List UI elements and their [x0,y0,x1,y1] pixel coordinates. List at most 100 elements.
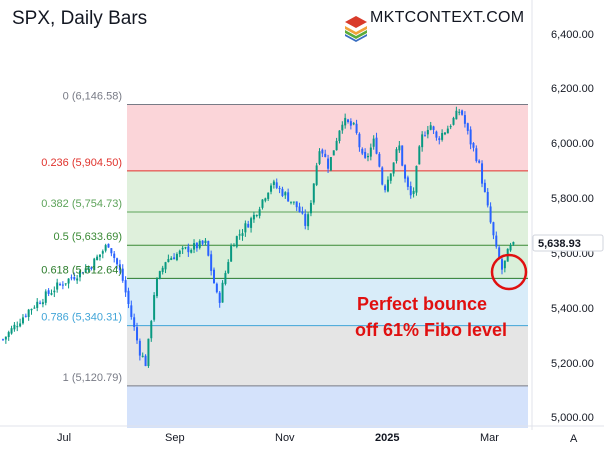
candle [64,283,67,286]
candle-body [210,254,213,271]
candle [252,211,255,223]
candle-body [24,315,27,317]
candle [21,314,24,325]
candle-body [76,278,79,281]
candle-body [190,249,193,253]
candle [107,243,110,248]
candle-body [435,131,438,138]
candle-body [344,117,347,126]
candle [264,197,267,203]
candle [39,300,42,305]
candle [221,280,224,303]
candle-body [144,355,147,367]
candle [193,239,196,254]
candle [375,132,378,155]
candle-body [369,147,372,157]
candle [47,288,50,297]
corner-button[interactable]: A [565,430,583,446]
candle-body [332,150,335,156]
candle [24,313,27,318]
candle-body [170,258,173,260]
candle-body [116,258,119,265]
candle [141,352,144,358]
candle [59,282,62,286]
candle-body [301,211,304,214]
candle-body [372,138,375,147]
candle-body [127,290,130,304]
candle [218,290,221,308]
candle-body [27,309,30,318]
fib-zone [127,385,528,428]
candle-body [252,214,255,220]
candle-body [215,283,218,293]
candle-body [292,201,295,203]
candle [401,145,404,167]
candle [204,238,207,246]
fib-zones [127,104,528,428]
candle [321,148,324,158]
candle-body [258,209,261,216]
candle [70,274,73,281]
candle [483,179,486,193]
candle [486,188,489,208]
candle [215,282,218,294]
candle-body [395,149,398,162]
candle [250,216,253,233]
candle [238,229,241,240]
candle-body [389,173,392,181]
candle-body [449,126,452,128]
candle-body [489,206,492,223]
candle-body [61,284,64,286]
candle-body [164,262,167,270]
candle-body [418,146,421,165]
candle-body [173,257,176,260]
auto-scale-label[interactable]: A [570,433,578,445]
candle-body [378,153,381,167]
candle-body [298,206,301,213]
candle [327,154,330,174]
candle [284,191,287,199]
candle [261,199,264,210]
corner-button-box[interactable] [565,430,583,446]
candle [258,206,261,219]
candle-body [39,302,42,304]
candle-body [355,123,358,134]
candle [358,132,361,152]
candle-body [412,190,415,195]
candle-body [198,240,201,248]
candle [289,201,292,205]
candle [41,298,44,308]
candle-body [113,253,116,258]
candle-body [443,132,446,135]
candle [130,300,133,320]
candle [170,256,173,261]
candle [392,162,395,177]
candle-body [204,240,207,244]
candle [421,131,424,152]
candle [235,235,238,249]
candle [198,239,201,250]
candle [384,184,387,193]
candle-body [181,247,184,250]
candle-body [284,192,287,196]
candle-body [41,302,44,305]
candle [110,248,113,257]
candle [121,264,124,283]
candle [492,221,495,240]
candle-body [227,262,230,273]
candle-body [4,336,7,340]
candle-body [19,323,22,327]
candle-body [53,290,56,293]
candle-body [195,242,198,249]
candle-body [463,115,466,124]
candle [7,330,10,341]
candle [318,148,321,166]
candle-body [178,250,181,255]
candle [13,322,16,332]
candle-body [155,278,158,297]
candle [301,206,304,215]
candle-body [281,188,284,196]
candle [287,188,290,202]
candle-body [315,165,318,185]
candle [175,252,178,262]
